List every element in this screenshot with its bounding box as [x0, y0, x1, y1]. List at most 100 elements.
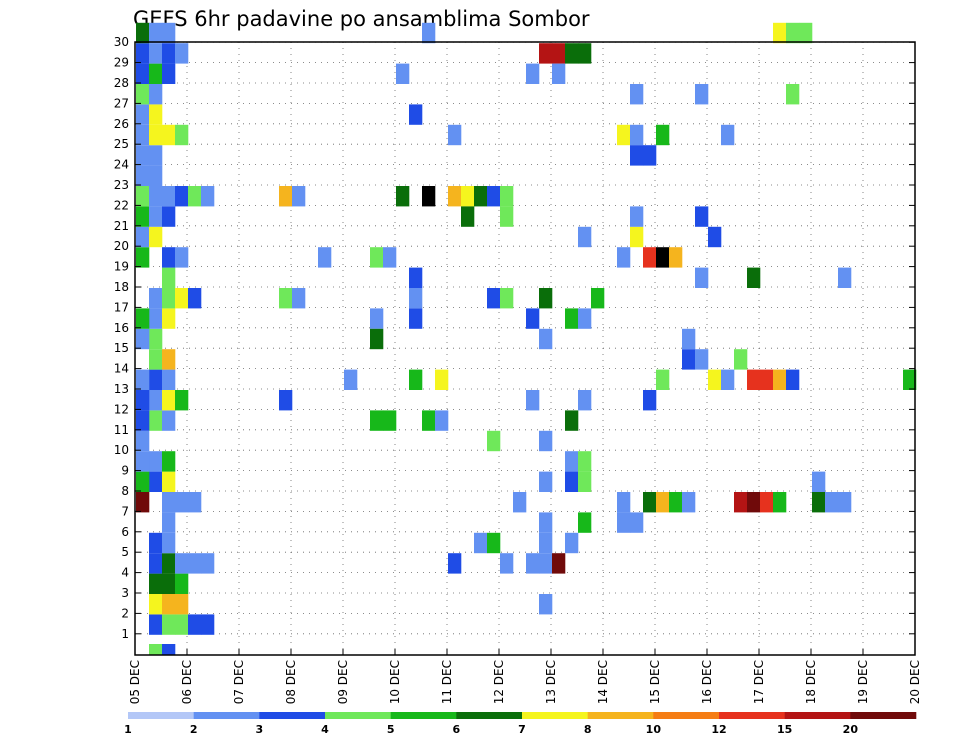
precip-cell	[149, 206, 163, 227]
precip-cell	[539, 328, 553, 350]
precip-cell	[539, 512, 553, 533]
y-tick-label: 11	[114, 423, 129, 437]
precip-cell	[734, 349, 748, 370]
precip-cell	[708, 226, 722, 248]
precip-cell	[136, 145, 150, 166]
precip-cell	[136, 369, 150, 390]
precip-cell	[162, 390, 176, 411]
precip-cell	[565, 43, 579, 64]
precip-cell	[409, 267, 423, 288]
precip-cell	[409, 308, 423, 329]
precip-cell	[617, 512, 631, 533]
precip-cell	[552, 43, 566, 64]
precip-cell	[409, 369, 423, 390]
precip-cell	[175, 553, 189, 574]
precip-cell	[747, 492, 761, 513]
precip-cell	[630, 512, 644, 533]
precip-cell	[617, 247, 631, 268]
colorbar-label: 12	[711, 723, 726, 736]
precip-cell	[643, 145, 657, 166]
precip-cell	[149, 390, 163, 411]
precip-cell	[149, 186, 163, 207]
colorbar-segment	[128, 712, 194, 719]
precip-cell	[136, 63, 150, 84]
precip-cell	[539, 471, 553, 492]
precip-cell	[162, 410, 176, 431]
precip-cell	[578, 471, 592, 492]
y-tick-label: 4	[121, 566, 129, 580]
colorbar-label: 3	[256, 723, 264, 736]
precip-cell	[448, 124, 462, 146]
colorbar-label: 7	[518, 723, 526, 736]
precip-cell	[643, 492, 657, 513]
precip-cell	[474, 532, 488, 554]
precip-cell	[565, 308, 579, 329]
precip-cell	[617, 492, 631, 513]
precip-cell	[526, 390, 540, 411]
precip-cell	[578, 390, 592, 411]
precip-cell	[565, 532, 579, 554]
precip-cell	[136, 124, 150, 146]
x-tick-label: 06 DEC	[180, 660, 194, 704]
precip-cell	[825, 492, 839, 513]
precip-cell	[461, 186, 475, 207]
colorbar-label: 15	[777, 723, 792, 736]
precip-cell	[656, 247, 670, 268]
precip-cell	[175, 573, 189, 594]
precip-cell	[487, 532, 501, 554]
precip-cell	[162, 308, 176, 329]
precip-cell	[188, 288, 202, 309]
precip-cell	[162, 553, 176, 574]
precip-cell	[773, 22, 787, 44]
precip-cell	[136, 165, 150, 186]
precip-cell	[149, 451, 163, 472]
precip-cell	[591, 288, 605, 309]
y-tick-label: 2	[121, 606, 129, 620]
precip-cell	[526, 553, 540, 574]
precip-cell	[422, 410, 436, 431]
precip-cell	[149, 226, 163, 248]
precip-cell	[175, 390, 189, 411]
precip-cell	[162, 492, 176, 513]
y-tick-label: 20	[114, 239, 129, 253]
precip-cell	[149, 22, 163, 44]
precip-cell	[175, 614, 189, 635]
colorbar-segment	[653, 712, 720, 719]
precip-cell	[149, 553, 163, 574]
precip-cell	[747, 369, 761, 390]
y-tick-label: 13	[114, 382, 129, 396]
precip-cell	[396, 63, 410, 84]
precip-cell	[136, 430, 150, 452]
precip-cell	[383, 410, 397, 431]
y-tick-label: 17	[114, 300, 129, 314]
precip-cell	[175, 492, 189, 513]
precip-cell	[162, 644, 176, 655]
precip-cell	[630, 84, 644, 105]
precip-cell	[149, 532, 163, 554]
precip-cell	[175, 288, 189, 309]
precip-cell	[136, 328, 150, 350]
precip-cell	[162, 186, 176, 207]
precip-cell	[149, 308, 163, 329]
precip-cell	[162, 124, 176, 146]
colorbar-segment	[390, 712, 457, 719]
precip-cell	[136, 226, 150, 248]
precip-cell	[539, 594, 553, 615]
precip-cell	[422, 22, 436, 44]
precip-cell	[487, 288, 501, 309]
y-tick-label: 26	[114, 117, 129, 131]
precip-cell	[448, 186, 462, 207]
precip-cell	[149, 288, 163, 309]
precip-cell	[344, 369, 358, 390]
colorbar-segment	[193, 712, 260, 719]
x-tick-label: 08 DEC	[284, 660, 298, 704]
x-tick-label: 13 DEC	[544, 660, 558, 704]
precip-cell	[175, 594, 189, 615]
precip-cell	[136, 104, 150, 125]
precip-cell	[656, 369, 670, 390]
precip-cell	[149, 644, 163, 655]
precip-cell	[578, 308, 592, 329]
precip-cell	[565, 451, 579, 472]
precip-cell	[760, 369, 774, 390]
precip-cell	[773, 492, 787, 513]
